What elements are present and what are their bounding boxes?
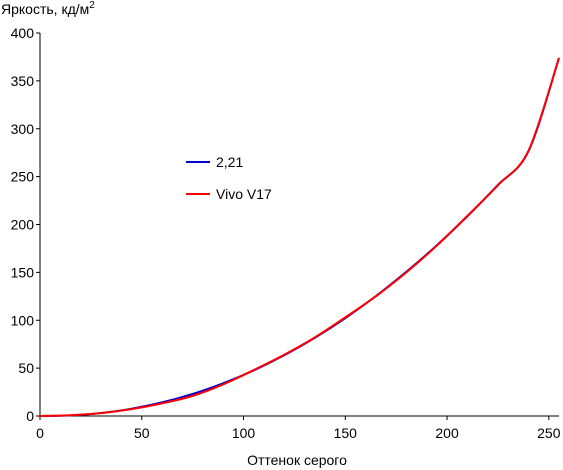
y-axis-title-superscript: 2 (89, 0, 95, 11)
x-tick-label: 100 (232, 425, 256, 441)
y-axis-title-text: Яркость, кд/м2 (1, 0, 95, 17)
y-tick-label: 50 (18, 360, 34, 376)
y-tick-label: 150 (11, 264, 35, 280)
legend-label-1: 2,21 (216, 154, 243, 170)
y-tick-label: 200 (11, 217, 35, 233)
x-tick-label: 250 (537, 425, 561, 441)
y-tick-label: 350 (11, 73, 35, 89)
x-tick-label: 0 (36, 425, 44, 441)
y-tick-label: 300 (11, 121, 35, 137)
series-line-1 (39, 57, 560, 417)
x-tick-label: 150 (334, 425, 358, 441)
y-axis-ticks: 0 50 100 150 200 250 300 350 400 (11, 25, 40, 424)
y-tick-label: 400 (11, 25, 35, 41)
series-line-2 (39, 57, 560, 417)
x-tick-label: 200 (435, 425, 459, 441)
y-axis-title: Яркость, кд/м2 (1, 0, 95, 17)
legend: 2,21 Vivo V17 (186, 154, 272, 202)
series-lines (39, 57, 560, 417)
x-axis-title: Оттенок серого (247, 452, 347, 468)
x-axis-ticks: 0 50 100 150 200 250 (36, 416, 561, 441)
y-axis-title-main: Яркость, кд/м (1, 1, 89, 17)
y-tick-label: 0 (26, 408, 34, 424)
legend-label-2: Vivo V17 (216, 186, 272, 202)
y-tick-label: 100 (11, 312, 35, 328)
axes (39, 33, 559, 417)
y-tick-label: 250 (11, 169, 35, 185)
x-tick-label: 50 (134, 425, 150, 441)
